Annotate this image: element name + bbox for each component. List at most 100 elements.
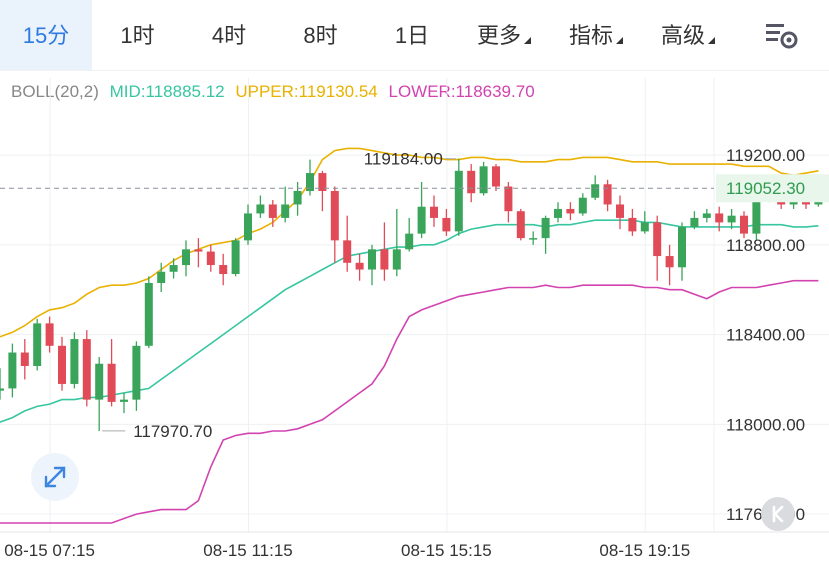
expand-button[interactable] bbox=[31, 453, 79, 501]
candle-body bbox=[578, 197, 587, 214]
y-tick-label: 118000.00 bbox=[726, 415, 805, 434]
tab-label: 指标 bbox=[568, 23, 613, 48]
candle-body bbox=[430, 206, 438, 218]
candle-body bbox=[132, 345, 141, 400]
high-price-label: 119184.00 bbox=[364, 150, 443, 169]
candle-body bbox=[95, 363, 104, 400]
x-tick-label: 08-15 15:15 bbox=[401, 541, 492, 560]
candle-body bbox=[640, 222, 649, 232]
candle-body bbox=[690, 217, 699, 227]
tab-7[interactable]: 高级 bbox=[642, 0, 734, 70]
dropdown-triangle-icon bbox=[524, 37, 531, 44]
candle-body bbox=[516, 211, 525, 239]
candle-body bbox=[219, 265, 228, 275]
candle-body bbox=[33, 323, 42, 366]
candle-body bbox=[504, 186, 513, 212]
tab-2[interactable]: 4时 bbox=[183, 0, 275, 70]
candle-body bbox=[442, 217, 451, 232]
candle-body bbox=[268, 204, 277, 218]
candle-body bbox=[8, 352, 17, 389]
candle-body bbox=[727, 215, 736, 223]
k-logo-button[interactable] bbox=[761, 497, 795, 531]
candle-body bbox=[318, 173, 327, 192]
candle-body bbox=[405, 233, 414, 250]
tab-1[interactable]: 1时 bbox=[92, 0, 183, 70]
candle-body bbox=[194, 249, 203, 252]
candle-body bbox=[45, 323, 54, 346]
tab-4[interactable]: 1日 bbox=[366, 0, 458, 70]
tab-label: 1时 bbox=[120, 23, 155, 48]
tab-0[interactable]: 15分 bbox=[0, 0, 92, 70]
candle-body bbox=[157, 271, 166, 283]
candle-body bbox=[616, 204, 624, 218]
candle-body bbox=[752, 193, 761, 234]
y-tick-label: 118800.00 bbox=[726, 236, 805, 255]
tab-5[interactable]: 更多 bbox=[458, 0, 550, 70]
candle-body bbox=[541, 217, 550, 239]
last-price-label: 119052.30 bbox=[726, 179, 805, 198]
candle-body bbox=[355, 262, 364, 270]
y-tick-label: 119200.00 bbox=[726, 146, 805, 165]
candle-body bbox=[380, 249, 389, 270]
legend-lower: LOWER:118639.70 bbox=[388, 82, 535, 101]
tab-label: 8时 bbox=[303, 23, 338, 48]
tab-3[interactable]: 8时 bbox=[275, 0, 366, 70]
candle-body bbox=[529, 238, 538, 240]
x-tick-label: 08-15 19:15 bbox=[599, 541, 690, 560]
boll-legend: BOLL(20,2) MID:118885.12 UPPER:119130.54… bbox=[11, 82, 541, 102]
timeframe-tab-bar: 15分 1时 4时 8时 1日 更多 指标 高级 bbox=[0, 0, 829, 71]
candle-body bbox=[306, 173, 314, 192]
candle-body bbox=[58, 345, 66, 384]
last-price-tag bbox=[716, 174, 829, 203]
dropdown-triangle-icon bbox=[616, 37, 623, 44]
candle-body bbox=[554, 208, 562, 218]
candle-body bbox=[82, 339, 91, 400]
y-tick-label: 118400.00 bbox=[726, 326, 805, 345]
candle-body bbox=[628, 217, 637, 232]
candle-body bbox=[20, 352, 29, 366]
candle-body bbox=[120, 399, 128, 402]
candle-body bbox=[70, 339, 79, 384]
low-price-label: 117970.70 bbox=[133, 422, 212, 441]
candle-body bbox=[702, 213, 711, 218]
tab-label: 高级 bbox=[660, 23, 705, 48]
candle-body bbox=[417, 206, 426, 234]
candle-body bbox=[281, 204, 290, 218]
boll-lower-line bbox=[0, 279, 819, 524]
tab-label: 15分 bbox=[22, 23, 70, 48]
candle-body bbox=[169, 265, 178, 272]
x-tick-label: 08-15 07:15 bbox=[4, 541, 95, 560]
x-tick-label: 08-15 11:15 bbox=[203, 541, 292, 560]
candle-body bbox=[715, 213, 724, 223]
legend-boll-name: BOLL(20,2) bbox=[11, 82, 99, 101]
k-logo-icon bbox=[772, 505, 784, 523]
settings-icon[interactable] bbox=[758, 16, 802, 54]
tab-label: 更多 bbox=[476, 23, 521, 48]
candle-body bbox=[330, 191, 339, 241]
candle-body bbox=[591, 184, 600, 198]
tab-6[interactable]: 指标 bbox=[550, 0, 642, 70]
candle-body bbox=[492, 166, 500, 187]
tab-label: 4时 bbox=[211, 23, 247, 48]
candle-body bbox=[740, 215, 748, 234]
candle-body bbox=[467, 170, 476, 194]
candle-body bbox=[343, 240, 352, 263]
candle-body bbox=[293, 191, 302, 205]
candle-body bbox=[392, 249, 401, 270]
candle-body bbox=[566, 208, 575, 214]
candle-body bbox=[368, 249, 376, 270]
candle-body bbox=[454, 170, 463, 232]
candle-body bbox=[244, 213, 252, 241]
expand-icon bbox=[44, 466, 66, 488]
candle-body bbox=[653, 222, 662, 257]
dropdown-triangle-icon bbox=[708, 37, 715, 44]
candle-body bbox=[678, 226, 686, 268]
tab-label: 1日 bbox=[394, 23, 430, 48]
candle-body bbox=[256, 204, 265, 214]
legend-mid: MID:118885.12 bbox=[109, 82, 225, 101]
candle-body bbox=[665, 256, 674, 268]
candle-body bbox=[107, 363, 116, 402]
candle-body bbox=[144, 282, 153, 346]
candle-body bbox=[479, 166, 488, 194]
